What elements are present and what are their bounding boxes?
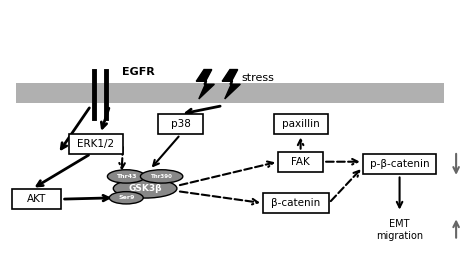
Text: Thr390: Thr390 [151,174,173,179]
FancyBboxPatch shape [158,114,203,134]
Text: EGFR: EGFR [121,67,155,77]
Text: stress: stress [242,73,274,83]
Ellipse shape [109,192,143,204]
Text: FAK: FAK [291,157,310,167]
Text: Ser9: Ser9 [118,195,135,200]
Text: β-catenin: β-catenin [271,198,320,208]
FancyBboxPatch shape [273,114,328,134]
Text: p38: p38 [171,119,191,129]
Text: AKT: AKT [27,194,46,204]
Text: ERK1/2: ERK1/2 [77,139,114,149]
Polygon shape [196,70,214,99]
Polygon shape [222,70,240,99]
FancyBboxPatch shape [263,193,329,213]
Ellipse shape [113,179,177,198]
Text: p-β-catenin: p-β-catenin [370,159,429,169]
Text: Thr43: Thr43 [116,174,137,179]
Ellipse shape [140,170,183,183]
Ellipse shape [108,170,145,183]
FancyBboxPatch shape [16,83,444,103]
Text: paxillin: paxillin [282,119,319,129]
Text: GSK3β: GSK3β [128,184,162,193]
FancyBboxPatch shape [278,152,323,172]
FancyBboxPatch shape [363,154,436,174]
FancyBboxPatch shape [69,134,123,154]
FancyBboxPatch shape [12,189,62,209]
Text: EMT
migration: EMT migration [376,219,423,241]
